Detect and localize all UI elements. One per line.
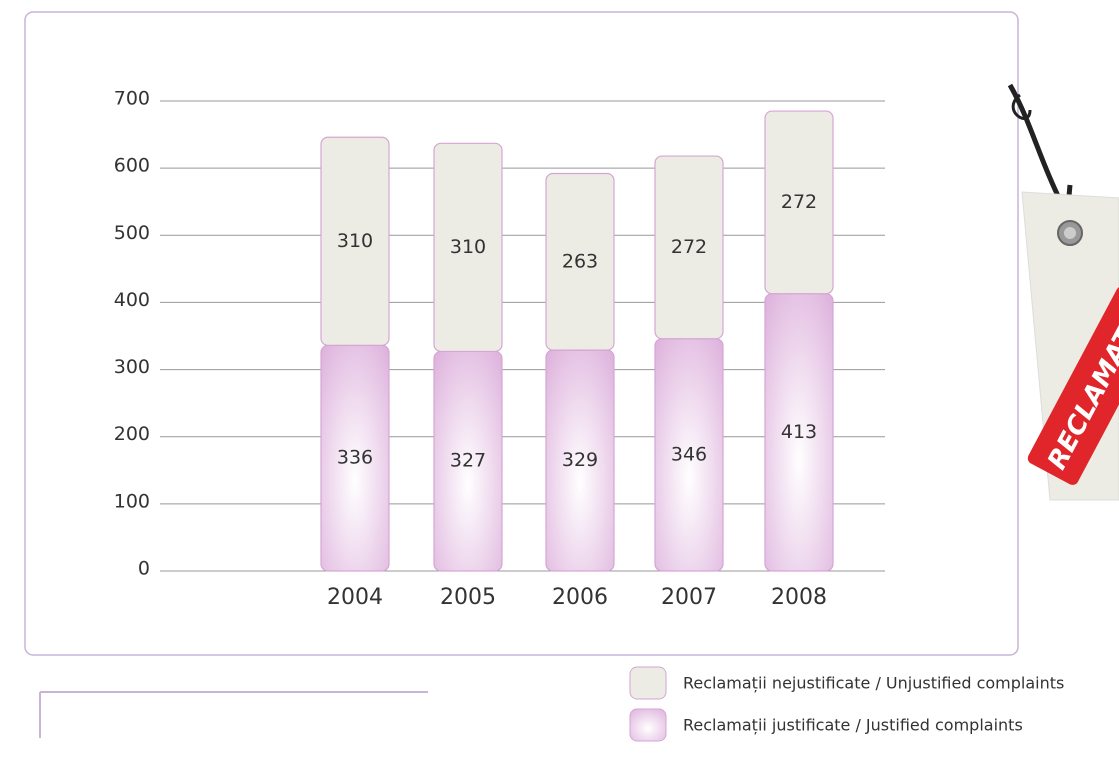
x-tick-label: 2005	[440, 585, 496, 610]
legend-label: Reclamații justificate / Justified compl…	[683, 716, 1023, 735]
bar-segment	[545, 172, 615, 351]
value-label: 263	[562, 250, 598, 272]
bar-segment	[654, 155, 724, 340]
y-tick-label: 600	[114, 155, 150, 177]
bar-segment	[433, 142, 503, 353]
y-tick-label: 700	[114, 88, 150, 110]
bar-segment	[764, 110, 834, 295]
value-label: 336	[337, 447, 373, 469]
x-tick-label: 2006	[552, 585, 608, 610]
y-tick-label: 300	[114, 356, 150, 378]
chart-frame	[24, 11, 1019, 656]
value-label: 327	[450, 450, 486, 472]
legend-label: Reclamații nejustificate / Unjustified c…	[683, 674, 1064, 693]
value-label: 346	[671, 443, 707, 465]
legend-swatch	[629, 708, 667, 742]
value-label: 272	[781, 191, 817, 213]
y-tick-label: 0	[138, 558, 150, 580]
legend-swatch	[629, 666, 667, 700]
bar-segment	[320, 136, 390, 346]
x-tick-label: 2008	[771, 585, 827, 610]
y-tick-label: 200	[114, 423, 150, 445]
x-tick-label: 2007	[661, 585, 717, 610]
y-tick-label: 500	[114, 222, 150, 244]
value-label: 413	[781, 421, 817, 443]
tag: RECLAMAȚII	[1007, 83, 1119, 501]
value-label: 310	[337, 230, 373, 252]
value-label: 272	[671, 236, 707, 258]
x-tick-label: 2004	[327, 585, 383, 610]
y-tick-label: 100	[114, 490, 150, 512]
value-label: 310	[450, 236, 486, 258]
value-label: 329	[562, 449, 598, 471]
y-tick-label: 400	[114, 289, 150, 311]
